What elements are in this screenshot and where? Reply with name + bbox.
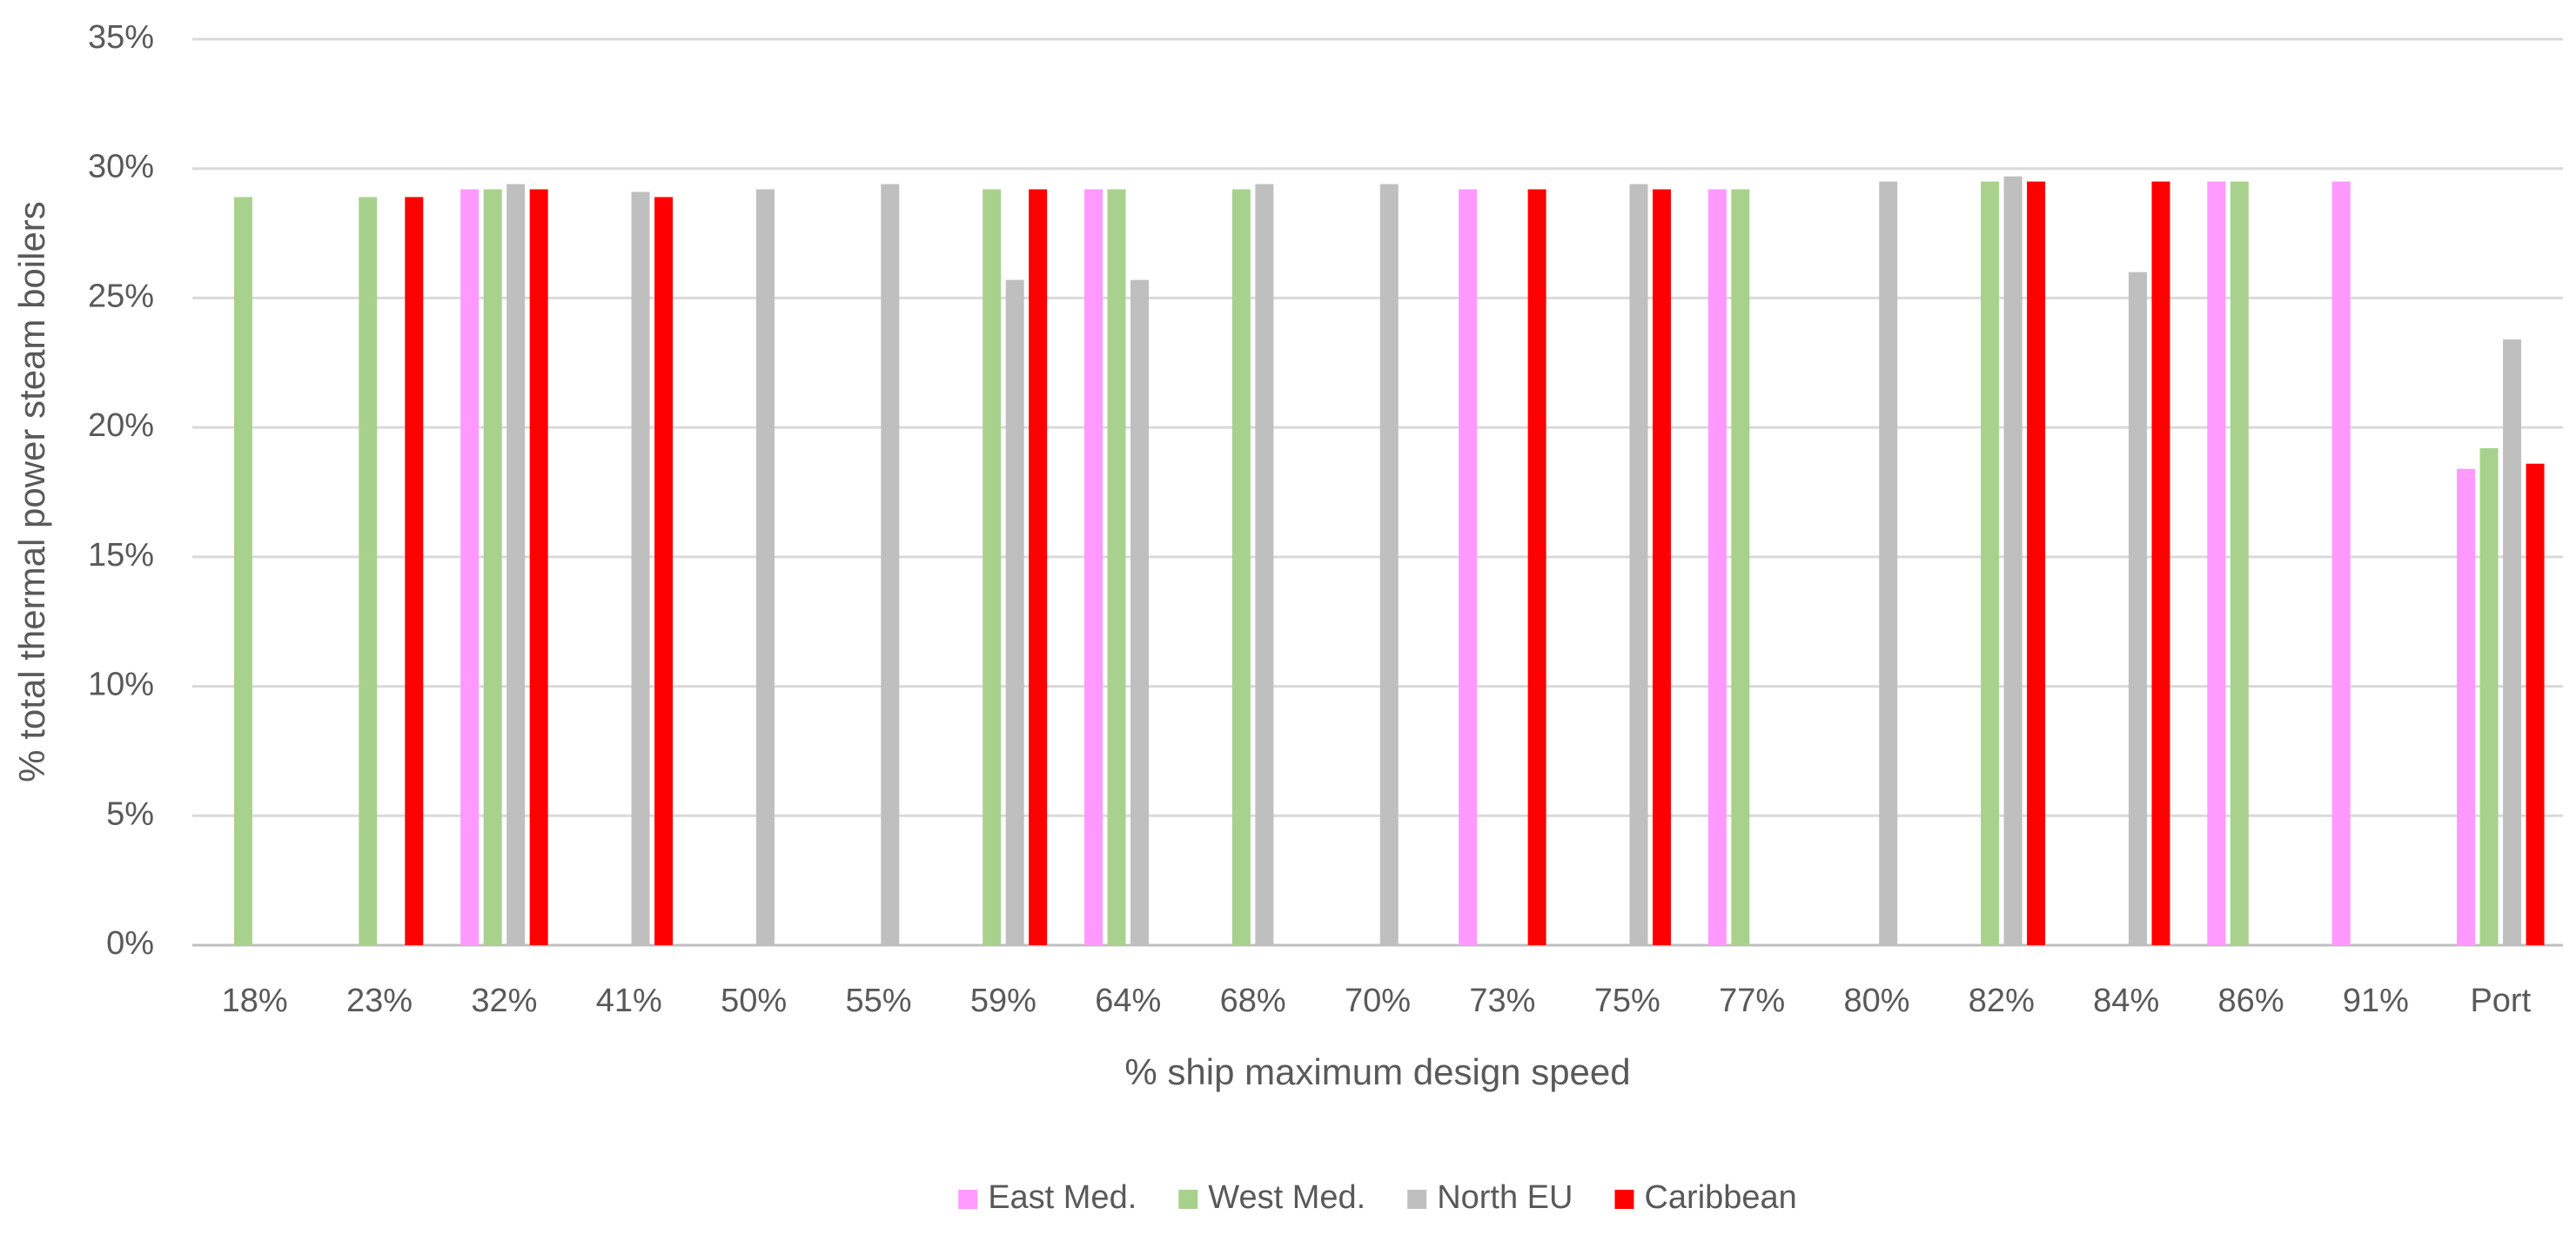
bar — [2207, 181, 2226, 946]
bar — [2003, 176, 2023, 945]
bar — [529, 189, 548, 946]
bar — [460, 189, 480, 946]
x-tick-label: 68% — [1220, 983, 1286, 1019]
bar — [1707, 189, 1727, 946]
bar — [233, 197, 252, 946]
bar — [2503, 339, 2522, 945]
bar — [1879, 181, 1898, 946]
bar — [2331, 181, 2351, 946]
y-tick-label: 20% — [88, 407, 154, 444]
bar — [1379, 184, 1399, 945]
bar — [983, 189, 1002, 946]
bar — [2526, 463, 2545, 945]
bar — [755, 189, 775, 946]
bar — [1527, 189, 1546, 946]
y-tick-label: 35% — [88, 19, 154, 56]
y-tick-label: 10% — [88, 667, 154, 703]
legend-swatch — [1178, 1190, 1198, 1209]
bar — [2151, 181, 2170, 946]
bar — [1981, 181, 2000, 946]
bar — [631, 191, 650, 946]
bar — [1459, 189, 1478, 946]
x-tick-label: 75% — [1594, 983, 1660, 1019]
x-tick-label: 41% — [596, 983, 662, 1019]
x-tick-label: 86% — [2218, 983, 2284, 1019]
bar — [2230, 181, 2249, 946]
x-tick-label: 59% — [970, 983, 1036, 1019]
x-tick-label: 82% — [1969, 983, 2035, 1019]
bar — [1255, 184, 1274, 945]
bar — [1231, 189, 1251, 946]
bar — [483, 189, 502, 946]
x-tick-label: 23% — [346, 983, 413, 1019]
legend-swatch — [1407, 1190, 1427, 1209]
x-tick-label: 73% — [1469, 983, 1535, 1019]
x-tick-label: Port — [2470, 983, 2531, 1019]
legend-label: West Med. — [1208, 1179, 1365, 1216]
x-tick-label: 55% — [845, 983, 911, 1019]
bar — [359, 197, 378, 946]
bar — [1029, 189, 1048, 946]
legend-swatch — [958, 1190, 978, 1209]
legend-swatch — [1614, 1190, 1634, 1209]
y-tick-label: 5% — [106, 795, 154, 832]
y-axis-title: % total thermal power steam boilers — [11, 201, 52, 782]
bar — [1107, 189, 1126, 946]
x-tick-label: 50% — [721, 983, 787, 1019]
bar — [654, 197, 674, 946]
y-tick-label: 0% — [106, 925, 154, 962]
bar — [506, 184, 526, 945]
bar — [2479, 447, 2499, 945]
bar — [2457, 468, 2476, 945]
x-tick-label: 18% — [222, 983, 288, 1019]
bar — [881, 184, 900, 945]
x-tick-label: 84% — [2093, 983, 2159, 1019]
x-tick-label: 70% — [1345, 983, 1411, 1019]
bar — [405, 197, 424, 946]
bar — [1084, 189, 1104, 946]
y-tick-label: 15% — [88, 537, 154, 574]
bar — [1005, 279, 1024, 945]
bar — [1629, 184, 1648, 945]
legend-label: Caribbean — [1644, 1179, 1796, 1216]
x-axis-title: % ship maximum design speed — [1124, 1051, 1630, 1092]
x-tick-label: 64% — [1095, 983, 1161, 1019]
y-tick-label: 30% — [88, 149, 154, 185]
bar — [2027, 181, 2046, 946]
x-tick-label: 32% — [471, 983, 537, 1019]
x-tick-label: 77% — [1719, 983, 1785, 1019]
x-tick-label: 80% — [1843, 983, 1909, 1019]
bar — [2128, 272, 2147, 946]
legend-label: East Med. — [988, 1179, 1137, 1216]
legend-label: North EU — [1437, 1179, 1573, 1216]
bar — [1652, 189, 1671, 946]
bar — [1130, 279, 1150, 945]
bar — [1731, 189, 1750, 946]
x-tick-label: 91% — [2343, 983, 2409, 1019]
y-tick-label: 25% — [88, 278, 154, 314]
